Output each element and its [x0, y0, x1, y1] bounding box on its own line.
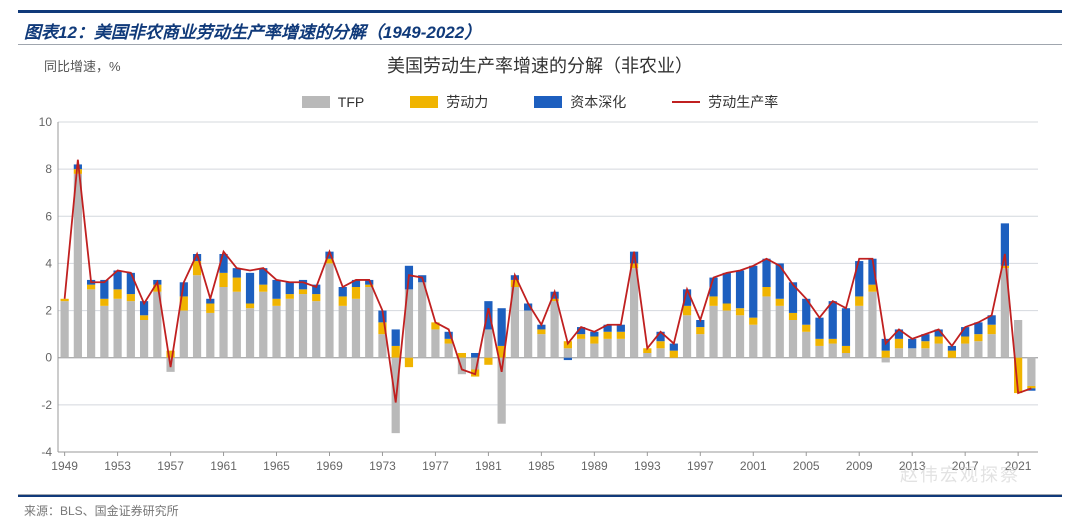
- svg-text:8: 8: [45, 162, 52, 176]
- svg-text:2009: 2009: [846, 459, 873, 473]
- svg-text:1961: 1961: [210, 459, 237, 473]
- footer-rule-thick: [18, 495, 1062, 497]
- svg-text:1969: 1969: [316, 459, 343, 473]
- legend-capital-label: 资本深化: [570, 92, 626, 112]
- header-thin-rule: [18, 44, 1062, 45]
- svg-text:1989: 1989: [581, 459, 608, 473]
- svg-text:1997: 1997: [687, 459, 714, 473]
- swatch-tfp: [302, 96, 330, 108]
- svg-text:0: 0: [45, 351, 52, 365]
- swatch-capital: [534, 96, 562, 108]
- svg-text:1965: 1965: [263, 459, 290, 473]
- svg-text:2001: 2001: [740, 459, 767, 473]
- svg-text:1953: 1953: [104, 459, 131, 473]
- header-rule: [18, 10, 1062, 13]
- svg-text:6: 6: [45, 209, 52, 223]
- chart-title: 美国劳动生产率增速的分解（非农业）: [0, 52, 1080, 78]
- legend-labor-label: 劳动力: [446, 92, 488, 112]
- legend: TFP 劳动力 资本深化 劳动生产率: [34, 88, 1046, 116]
- svg-text:-4: -4: [41, 445, 52, 459]
- svg-text:4: 4: [45, 256, 52, 270]
- svg-text:2005: 2005: [793, 459, 820, 473]
- svg-text:10: 10: [39, 115, 53, 129]
- source-note: 来源：BLS、国金证券研究所: [24, 502, 179, 519]
- svg-text:-2: -2: [41, 398, 52, 412]
- svg-text:2: 2: [45, 304, 52, 318]
- legend-line: 劳动生产率: [672, 92, 778, 112]
- legend-labor: 劳动力: [410, 92, 488, 112]
- legend-capital: 资本深化: [534, 92, 626, 112]
- chart-area: TFP 劳动力 资本深化 劳动生产率 -4 -2 0 2 4 6 8 10 1949 1953 19…: [34, 88, 1046, 474]
- watermark: 赵伟宏观探察: [900, 461, 1020, 487]
- svg-text:1981: 1981: [475, 459, 502, 473]
- header-title: 美国非农商业劳动生产率增速的分解（1949-2022）: [94, 23, 481, 42]
- legend-line-label: 劳动生产率: [708, 92, 778, 112]
- svg-text:1993: 1993: [634, 459, 661, 473]
- legend-tfp: TFP: [302, 94, 364, 110]
- figure-header: 图表12：美国非农商业劳动生产率增速的分解（1949-2022）: [24, 18, 481, 43]
- svg-text:1985: 1985: [528, 459, 555, 473]
- swatch-labor: [410, 96, 438, 108]
- swatch-line: [672, 101, 700, 103]
- chart-svg: -4 -2 0 2 4 6 8 10 1949 1953 1957 1961 1965 1969 1973 1…: [34, 88, 1046, 474]
- svg-text:1977: 1977: [422, 459, 449, 473]
- header-label: 图表12：: [24, 23, 94, 42]
- svg-text:1949: 1949: [51, 459, 78, 473]
- svg-text:1957: 1957: [157, 459, 184, 473]
- svg-text:1973: 1973: [369, 459, 396, 473]
- legend-tfp-label: TFP: [338, 94, 364, 110]
